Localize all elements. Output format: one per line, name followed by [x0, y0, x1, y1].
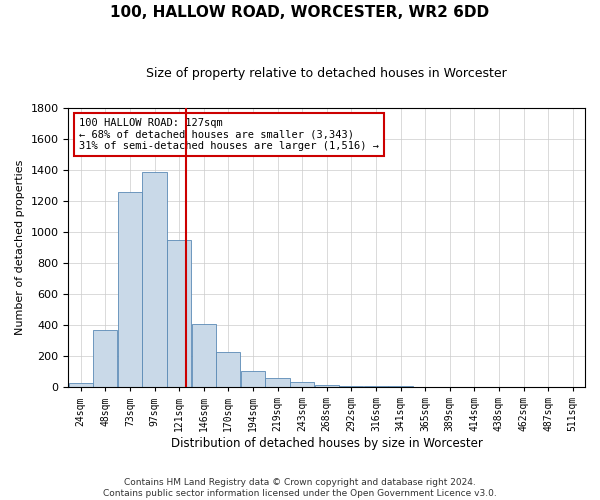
- Bar: [118, 192, 142, 387]
- Bar: [413, 386, 437, 387]
- Bar: [191, 324, 216, 387]
- Text: Contains HM Land Registry data © Crown copyright and database right 2024.
Contai: Contains HM Land Registry data © Crown c…: [103, 478, 497, 498]
- X-axis label: Distribution of detached houses by size in Worcester: Distribution of detached houses by size …: [171, 437, 482, 450]
- Bar: [388, 386, 413, 387]
- Bar: [314, 385, 339, 387]
- Bar: [241, 371, 265, 387]
- Bar: [364, 386, 388, 387]
- Bar: [265, 378, 290, 387]
- Bar: [167, 240, 191, 387]
- Bar: [339, 386, 364, 387]
- Y-axis label: Number of detached properties: Number of detached properties: [15, 160, 25, 336]
- Title: Size of property relative to detached houses in Worcester: Size of property relative to detached ho…: [146, 68, 507, 80]
- Bar: [142, 172, 167, 387]
- Bar: [93, 330, 118, 387]
- Bar: [216, 352, 241, 387]
- Bar: [290, 382, 314, 387]
- Text: 100, HALLOW ROAD, WORCESTER, WR2 6DD: 100, HALLOW ROAD, WORCESTER, WR2 6DD: [110, 5, 490, 20]
- Text: 100 HALLOW ROAD: 127sqm
← 68% of detached houses are smaller (3,343)
31% of semi: 100 HALLOW ROAD: 127sqm ← 68% of detache…: [79, 118, 379, 151]
- Bar: [68, 382, 93, 387]
